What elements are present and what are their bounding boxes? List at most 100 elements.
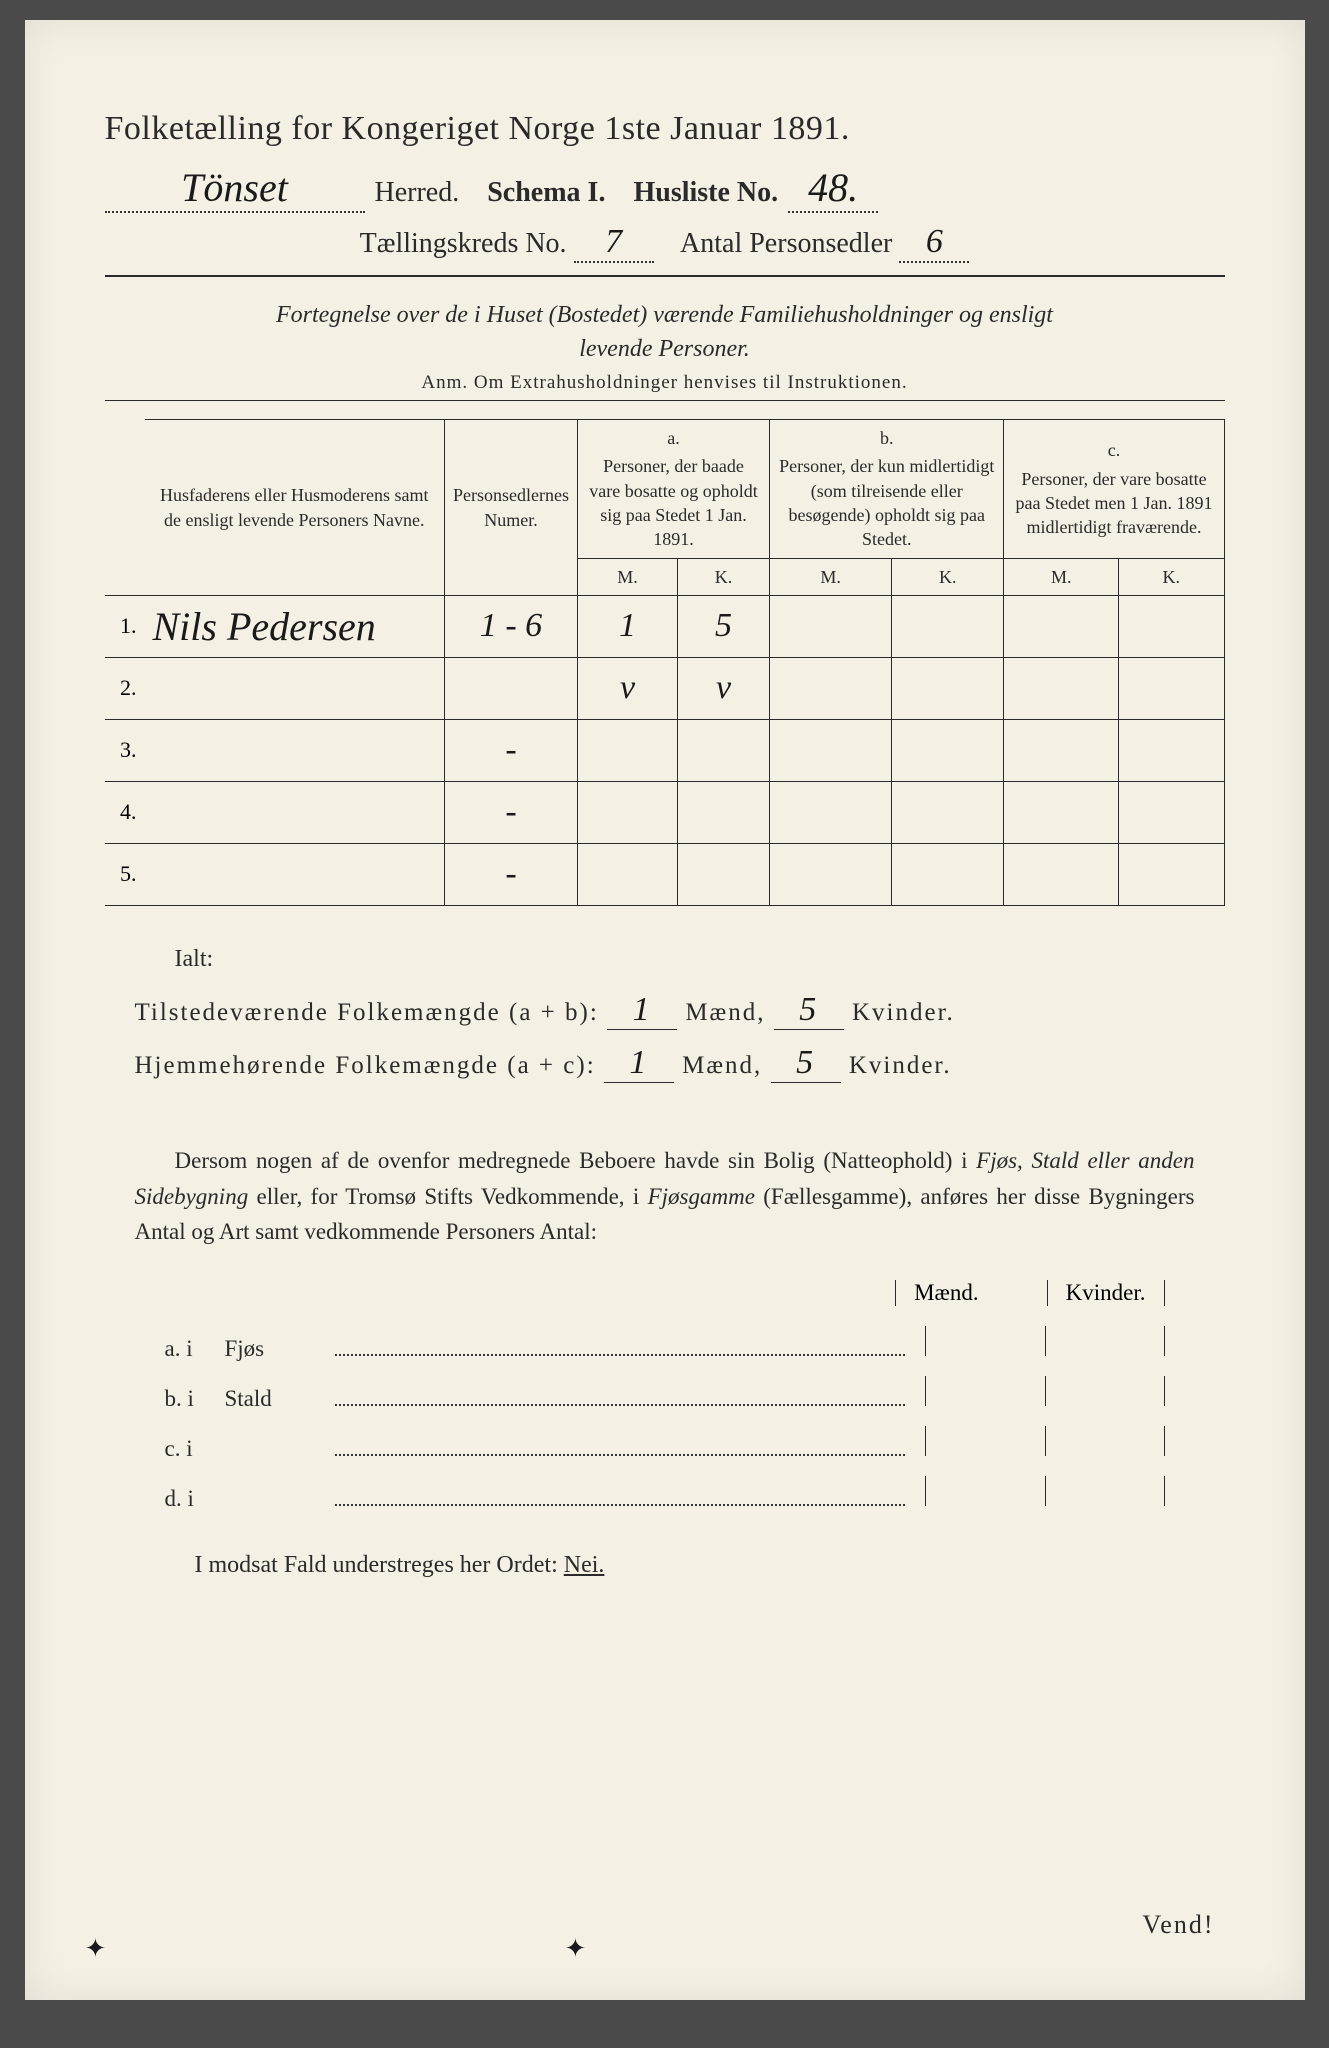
dotted-line bbox=[335, 1383, 905, 1406]
subhead-2: levende Personer. bbox=[579, 336, 750, 362]
total-ac: Hjemmehørende Folkemængde (a + c): 1 Mæn… bbox=[135, 1044, 1225, 1083]
building-mk-cols bbox=[925, 1326, 1165, 1356]
ialt-label: Ialt: bbox=[175, 946, 1225, 973]
table-row: 2. vv bbox=[105, 657, 1225, 719]
a-m-cell bbox=[577, 719, 677, 781]
table-row: 1.Nils Pedersen 1 - 615 bbox=[105, 595, 1225, 657]
col-num-header: Personsedlernes Numer. bbox=[445, 420, 578, 596]
husliste-label: Husliste No. bbox=[633, 177, 778, 209]
building-lbl: d. i bbox=[165, 1486, 225, 1512]
page-title: Folketælling for Kongeriget Norge 1ste J… bbox=[105, 110, 1225, 148]
building-mk-cols bbox=[925, 1426, 1165, 1456]
c-m-cell bbox=[1004, 719, 1119, 781]
antal-label: Antal Personsedler bbox=[680, 228, 892, 259]
building-row: c. i bbox=[165, 1426, 1165, 1462]
mk-m: M. bbox=[1004, 558, 1119, 595]
c-k-cell bbox=[1119, 719, 1224, 781]
c-k-cell bbox=[1119, 843, 1224, 905]
b-m-cell bbox=[770, 781, 892, 843]
row-number: 4. bbox=[105, 781, 145, 843]
ac-m-hw: 1 bbox=[629, 1044, 648, 1081]
b-k-cell bbox=[892, 657, 1004, 719]
name-cell bbox=[145, 843, 445, 905]
building-mk-header: Mænd. Kvinder. bbox=[105, 1280, 1165, 1306]
a-m-cell: 1 bbox=[577, 595, 677, 657]
num-handwritten: - bbox=[505, 855, 516, 892]
table-row: 3.- bbox=[105, 719, 1225, 781]
b-maend: Mænd. bbox=[895, 1280, 997, 1306]
num-cell: - bbox=[445, 719, 578, 781]
dotted-line bbox=[335, 1433, 905, 1456]
col-a-header: a. Personer, der baade vare bosatte og o… bbox=[577, 420, 769, 558]
maend-label: Mænd, bbox=[682, 1052, 762, 1079]
b-kvinder: Kvinder. bbox=[1047, 1280, 1165, 1306]
kvinder-label: Kvinder. bbox=[849, 1052, 952, 1079]
row-number: 2. bbox=[105, 657, 145, 719]
a-m-cell bbox=[577, 781, 677, 843]
kvinder-label: Kvinder. bbox=[852, 999, 955, 1026]
page-tear-icon: ✦ bbox=[565, 1934, 591, 1960]
building-lbl: c. i bbox=[165, 1436, 225, 1462]
husliste-no-handwritten: 48. bbox=[808, 165, 858, 210]
col-name-header: Husfaderens eller Husmoderens samt de en… bbox=[145, 420, 445, 596]
a-k-cell: v bbox=[678, 657, 770, 719]
col-c-text: Personer, der vare bosatte paa Stedet me… bbox=[1012, 467, 1215, 540]
mk-k: K. bbox=[892, 558, 1004, 595]
mk-m: M. bbox=[577, 558, 677, 595]
name-handwritten: Nils Pedersen bbox=[153, 604, 376, 649]
building-name: Stald bbox=[225, 1386, 335, 1412]
c-m-cell bbox=[1004, 595, 1119, 657]
col-c-header: c. Personer, der vare bosatte paa Stedet… bbox=[1004, 420, 1224, 558]
kreds-no-handwritten: 7 bbox=[605, 223, 622, 260]
num-cell: - bbox=[445, 781, 578, 843]
row-number: 1. bbox=[105, 595, 145, 657]
nei-line: I modsat Fald understreges her Ordet: Ne… bbox=[195, 1552, 1225, 1579]
num-cell: 1 - 6 bbox=[445, 595, 578, 657]
divider bbox=[105, 275, 1225, 277]
a-k-cell bbox=[678, 843, 770, 905]
c-k-cell bbox=[1119, 595, 1224, 657]
mk-m: M. bbox=[770, 558, 892, 595]
header-line-2: Tönset Herred. Schema I. Husliste No. 48… bbox=[105, 164, 1225, 213]
total-ab-label: Tilstedeværende Folkemængde (a + b): bbox=[135, 999, 599, 1026]
building-name: Fjøs bbox=[225, 1336, 335, 1362]
building-list: a. iFjøsb. iStaldc. id. i bbox=[165, 1326, 1165, 1512]
dotted-line bbox=[335, 1333, 905, 1356]
c-m-cell bbox=[1004, 843, 1119, 905]
antal-handwritten: 6 bbox=[926, 223, 943, 260]
herred-handwritten: Tönset bbox=[181, 165, 288, 210]
col-b-label: b. bbox=[778, 426, 995, 450]
mk-k: K. bbox=[1119, 558, 1224, 595]
b-k-cell bbox=[892, 843, 1004, 905]
row-number: 5. bbox=[105, 843, 145, 905]
subhead-1: Fortegnelse over de i Huset (Bostedet) v… bbox=[276, 302, 1053, 328]
col-c-label: c. bbox=[1012, 438, 1215, 462]
total-ab: Tilstedeværende Folkemængde (a + b): 1 M… bbox=[135, 991, 1225, 1030]
name-cell: Nils Pedersen bbox=[145, 595, 445, 657]
subheading: Fortegnelse over de i Huset (Bostedet) v… bbox=[105, 299, 1225, 366]
household-table: Husfaderens eller Husmoderens samt de en… bbox=[105, 419, 1225, 906]
a-m-cell bbox=[577, 843, 677, 905]
nei-text: I modsat Fald understreges her Ordet: bbox=[195, 1552, 558, 1578]
herred-label: Herred. bbox=[375, 177, 460, 209]
b-m-cell bbox=[770, 595, 892, 657]
maend-label: Mænd, bbox=[685, 999, 765, 1026]
name-cell bbox=[145, 719, 445, 781]
c-m-cell bbox=[1004, 657, 1119, 719]
building-lbl: a. i bbox=[165, 1336, 225, 1362]
building-mk-cols bbox=[925, 1476, 1165, 1506]
schema-label: Schema I. bbox=[487, 177, 605, 209]
b-k-cell bbox=[892, 781, 1004, 843]
total-ac-label: Hjemmehørende Folkemængde (a + c): bbox=[135, 1052, 596, 1079]
a-m-cell: v bbox=[577, 657, 677, 719]
b-m-cell bbox=[770, 843, 892, 905]
name-cell bbox=[145, 657, 445, 719]
a-k-cell: 5 bbox=[678, 595, 770, 657]
mk-k: K. bbox=[678, 558, 770, 595]
nei-word: Nei. bbox=[564, 1552, 605, 1578]
dotted-line bbox=[335, 1483, 905, 1506]
col-b-header: b. Personer, der kun midlertidigt (som t… bbox=[770, 420, 1004, 558]
num-cell bbox=[445, 657, 578, 719]
c-m-cell bbox=[1004, 781, 1119, 843]
building-row: d. i bbox=[165, 1476, 1165, 1512]
